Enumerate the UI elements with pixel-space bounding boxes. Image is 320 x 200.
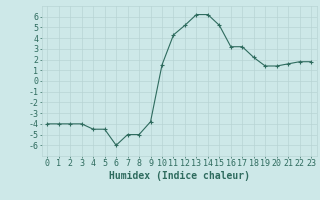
X-axis label: Humidex (Indice chaleur): Humidex (Indice chaleur) <box>109 171 250 181</box>
